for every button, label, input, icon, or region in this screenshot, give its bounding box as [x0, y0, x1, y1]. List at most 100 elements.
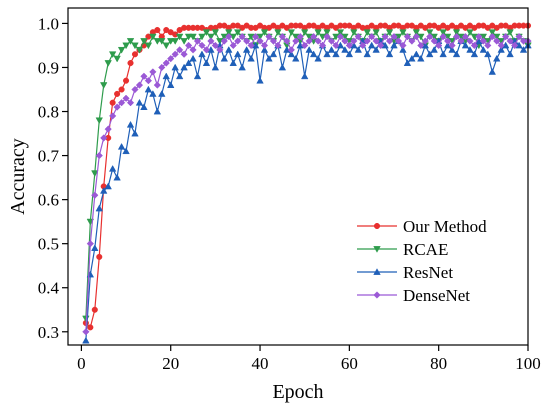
data-point-our-method: [118, 86, 125, 93]
data-point-rcae: [131, 42, 139, 50]
data-point-resnet: [399, 46, 407, 53]
data-point-densenet: [359, 41, 367, 50]
data-point-resnet: [323, 50, 331, 58]
data-point-densenet: [323, 32, 331, 41]
data-point-rcae: [162, 42, 170, 50]
data-point-resnet: [171, 63, 179, 71]
data-point-resnet: [256, 76, 264, 84]
data-point-rcae: [439, 29, 447, 37]
data-point-densenet: [493, 37, 501, 45]
legend-entry-our-method: Our Method: [357, 217, 487, 236]
x-tick-label: 100: [515, 354, 541, 373]
data-point-resnet: [466, 46, 474, 53]
x-tick-label: 0: [77, 354, 86, 373]
data-point-resnet: [211, 63, 220, 71]
data-point-rcae: [314, 29, 322, 37]
data-point-densenet: [91, 191, 99, 199]
data-point-resnet: [367, 41, 376, 49]
data-point-resnet: [452, 50, 461, 58]
data-point-rcae: [274, 29, 282, 37]
data-point-densenet: [158, 63, 166, 72]
series-our-method: [82, 22, 532, 331]
data-point-rcae: [202, 29, 211, 37]
data-point-densenet: [274, 41, 282, 50]
data-point-resnet: [426, 50, 434, 58]
data-point-densenet: [443, 37, 452, 45]
data-point-densenet: [202, 46, 211, 54]
data-point-densenet: [341, 37, 349, 45]
data-point-resnet: [385, 50, 394, 58]
data-point-rcae: [488, 29, 496, 37]
data-point-rcae: [399, 29, 407, 37]
y-tick-label: 0.4: [38, 279, 60, 298]
data-point-resnet: [229, 59, 237, 66]
data-point-rcae: [158, 38, 166, 45]
series-layer: [82, 22, 532, 344]
legend-marker-our-method: [373, 222, 381, 230]
data-point-densenet: [479, 37, 487, 45]
data-point-densenet: [510, 41, 519, 50]
legend-entry-rcae: RCAE: [357, 240, 448, 259]
series-densenet: [82, 32, 532, 336]
legend-marker-densenet: [373, 291, 381, 299]
ticks-layer: 0 20 40 60 80 100 0.3 0.4 0.5 0.6 0.7 0.8 0.9 1.0: [38, 14, 541, 373]
data-point-resnet: [417, 54, 425, 62]
data-point-our-method: [91, 306, 98, 313]
data-point-densenet: [234, 37, 242, 45]
data-point-resnet: [166, 81, 175, 88]
legend-label-rcae: RCAE: [403, 240, 448, 259]
data-point-resnet: [430, 46, 438, 53]
y-axis-title: Accuracy: [7, 138, 29, 215]
series-line-densenet: [85, 35, 528, 332]
x-tick-label: 40: [252, 354, 269, 373]
data-point-densenet: [265, 32, 273, 41]
data-point-resnet: [198, 50, 206, 58]
data-point-resnet: [461, 41, 470, 49]
legend: Our Method RCAE ResNet DenseNet: [357, 217, 487, 305]
data-point-densenet: [515, 32, 523, 41]
y-tick-label: 0.3: [38, 323, 59, 342]
x-tick-label: 80: [430, 354, 447, 373]
data-point-resnet: [439, 50, 447, 58]
data-point-densenet: [95, 151, 103, 160]
data-point-densenet: [175, 46, 184, 54]
data-point-resnet: [292, 54, 300, 62]
data-point-densenet: [314, 37, 322, 45]
data-point-resnet: [354, 46, 363, 53]
data-point-densenet: [251, 32, 260, 41]
data-point-resnet: [341, 46, 349, 53]
data-point-resnet: [193, 72, 202, 80]
data-point-resnet: [220, 54, 229, 62]
data-point-densenet: [327, 37, 336, 45]
data-point-resnet: [345, 50, 354, 58]
y-tick-label: 0.7: [38, 147, 60, 166]
data-point-densenet: [135, 81, 144, 89]
data-point-densenet: [430, 37, 438, 45]
data-point-densenet: [256, 37, 264, 45]
data-point-resnet: [488, 68, 496, 75]
y-tick-label: 0.8: [38, 103, 59, 122]
legend-entry-densenet: DenseNet: [357, 286, 470, 305]
data-point-resnet: [403, 59, 412, 66]
data-point-rcae: [108, 51, 117, 59]
data-point-our-method: [131, 51, 139, 58]
data-point-resnet: [260, 46, 269, 53]
data-point-densenet: [104, 125, 112, 133]
data-point-densenet: [475, 32, 483, 41]
data-point-resnet: [162, 72, 170, 80]
data-point-resnet: [493, 54, 501, 62]
data-point-rcae: [350, 29, 358, 37]
data-point-densenet: [399, 41, 407, 50]
data-point-densenet: [318, 41, 327, 50]
data-point-resnet: [238, 63, 246, 71]
data-point-rcae: [233, 29, 242, 37]
data-point-rcae: [140, 38, 148, 45]
data-point-rcae: [153, 38, 162, 45]
data-point-resnet: [140, 103, 148, 111]
data-point-rcae: [144, 42, 153, 50]
data-point-densenet: [381, 32, 389, 41]
data-point-densenet: [126, 99, 135, 107]
data-point-resnet: [479, 46, 488, 53]
data-point-resnet: [506, 50, 514, 58]
data-point-densenet: [309, 32, 318, 41]
